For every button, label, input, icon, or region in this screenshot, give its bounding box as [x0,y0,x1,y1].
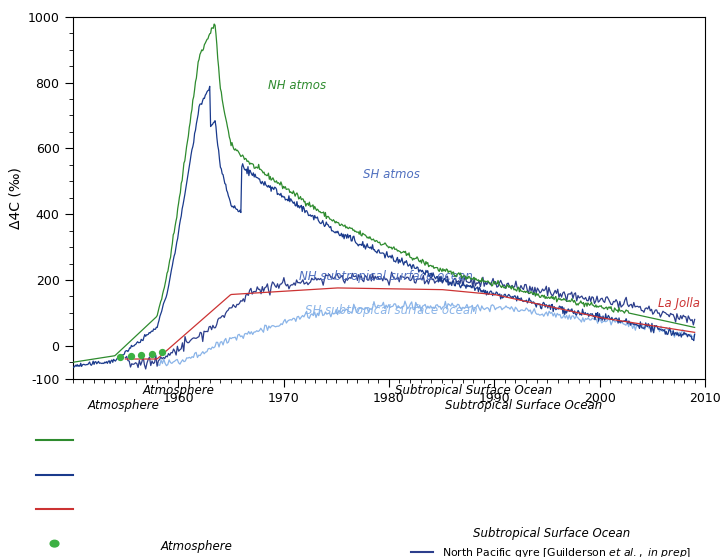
Point [114,353,126,362]
Text: NH atmos: NH atmos [268,79,326,92]
Text: Subtropical Surface Ocean: Subtropical Surface Ocean [395,384,552,397]
Text: NH subtropical surface ocean: NH subtropical surface ocean [300,270,473,283]
Y-axis label: Δ4C (‰): Δ4C (‰) [8,167,22,229]
Point [125,352,137,361]
Text: Subtropical Surface Ocean: Subtropical Surface Ocean [445,399,602,412]
Text: SH subtropical surface ocean: SH subtropical surface ocean [305,304,477,317]
Text: La Jolla: La Jolla [658,297,700,310]
Point [146,350,158,359]
Text: Atmosphere: Atmosphere [88,399,159,412]
Legend: North Pacific gyre [Guilderson $\it{et\ al.,\ in\ prep}$], South Pacific  gyre [: North Pacific gyre [Guilderson $\it{et\ … [407,523,695,557]
Point [156,348,168,357]
Text: Atmosphere: Atmosphere [142,384,214,397]
Text: SH atmos: SH atmos [363,168,419,181]
Point [135,350,147,359]
